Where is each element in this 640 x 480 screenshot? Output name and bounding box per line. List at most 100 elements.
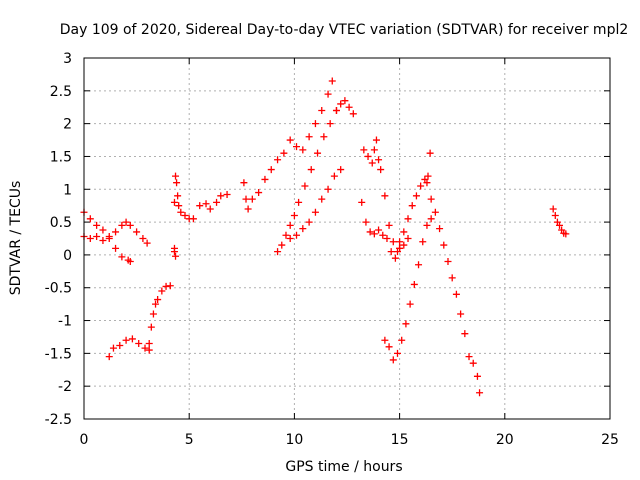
data-point (99, 236, 107, 244)
data-point (452, 290, 460, 298)
data-point (305, 133, 313, 141)
data-point (118, 253, 126, 261)
data-point (299, 146, 307, 154)
x-axis-label: GPS time / hours (285, 459, 402, 475)
data-point (282, 231, 290, 239)
data-point (370, 230, 378, 238)
data-point (196, 202, 204, 210)
data-point (423, 221, 431, 229)
data-point (181, 212, 189, 220)
data-point (278, 241, 286, 249)
data-point (326, 120, 334, 128)
data-point (158, 287, 166, 295)
data-point (286, 235, 294, 242)
data-point (402, 320, 410, 328)
data-point (93, 233, 101, 241)
series-14 (423, 179, 484, 397)
y-tick-label: -1.5 (45, 346, 72, 362)
axis-ticks: 0 5 10 15 20 25 -2.5 -2 -1.5 -1 -0.5 0 0.5 1 1.5 2 2.5 3 (45, 51, 619, 448)
data-point (116, 341, 124, 349)
data-point (318, 107, 326, 115)
data-point (147, 323, 155, 331)
data-point (105, 233, 113, 241)
series-6 (240, 77, 336, 213)
series-2 (105, 335, 153, 361)
data-point (286, 136, 294, 144)
data-point (135, 340, 143, 348)
data-point (424, 172, 432, 180)
data-point (172, 172, 180, 180)
data-point (465, 353, 473, 361)
data-point (328, 77, 336, 85)
data-point (172, 252, 180, 260)
chart-title: Day 109 of 2020, Sidereal Day-to-day VTE… (60, 22, 629, 38)
data-point (189, 215, 197, 223)
data-point (177, 208, 185, 216)
data-point (368, 159, 376, 167)
data-point (126, 221, 134, 229)
data-point (320, 133, 328, 141)
data-point (404, 235, 412, 242)
data-point (109, 344, 117, 352)
data-point (242, 195, 250, 203)
data-point (372, 136, 380, 144)
data-point (551, 212, 559, 220)
data-point (118, 221, 126, 229)
data-point (112, 244, 120, 252)
series-5 (170, 172, 231, 223)
y-tick-label: 2 (63, 117, 72, 133)
data-point (324, 90, 332, 98)
data-point (358, 198, 366, 206)
data-point (93, 221, 101, 229)
data-point (293, 143, 301, 151)
data-point (152, 300, 160, 308)
data-point (389, 238, 397, 246)
y-tick-label: 1.5 (50, 149, 72, 165)
data-point (223, 191, 231, 199)
series-15 (549, 205, 570, 238)
data-point (387, 248, 395, 256)
data-point (396, 244, 404, 252)
series-9 (286, 166, 345, 242)
data-point (375, 226, 383, 234)
x-tick-label: 15 (391, 432, 409, 448)
data-point (126, 257, 134, 265)
data-point (301, 182, 309, 190)
data-point (311, 208, 319, 216)
y-tick-label: -0.5 (45, 281, 72, 297)
x-tick-label: 20 (496, 432, 514, 448)
data-point (290, 212, 298, 220)
data-point (381, 336, 389, 344)
data-point (307, 166, 315, 174)
data-point (345, 103, 353, 111)
data-point (311, 120, 319, 128)
data-point (461, 330, 469, 338)
y-tick-label: 0.5 (50, 215, 72, 231)
data-point (324, 185, 332, 193)
data-point (406, 300, 414, 308)
data-point (398, 336, 406, 344)
data-point (175, 202, 183, 210)
data-point (330, 172, 338, 180)
data-point (400, 228, 408, 236)
data-point (86, 215, 94, 223)
data-point (393, 349, 401, 357)
data-point (562, 230, 570, 238)
data-point (154, 296, 162, 304)
data-point (128, 335, 136, 343)
data-point (202, 200, 210, 208)
data-point (166, 282, 174, 290)
data-point (248, 195, 256, 203)
data-point (314, 149, 322, 157)
data-point (280, 149, 288, 157)
x-tick-label: 25 (601, 432, 619, 448)
data-point (299, 225, 307, 233)
data-point (469, 359, 477, 367)
x-tick-label: 10 (285, 432, 303, 448)
data-point (305, 218, 313, 226)
data-point (145, 346, 153, 354)
y-tick-label: -2.5 (45, 412, 72, 428)
data-point (444, 257, 452, 265)
series-1 (80, 218, 151, 247)
